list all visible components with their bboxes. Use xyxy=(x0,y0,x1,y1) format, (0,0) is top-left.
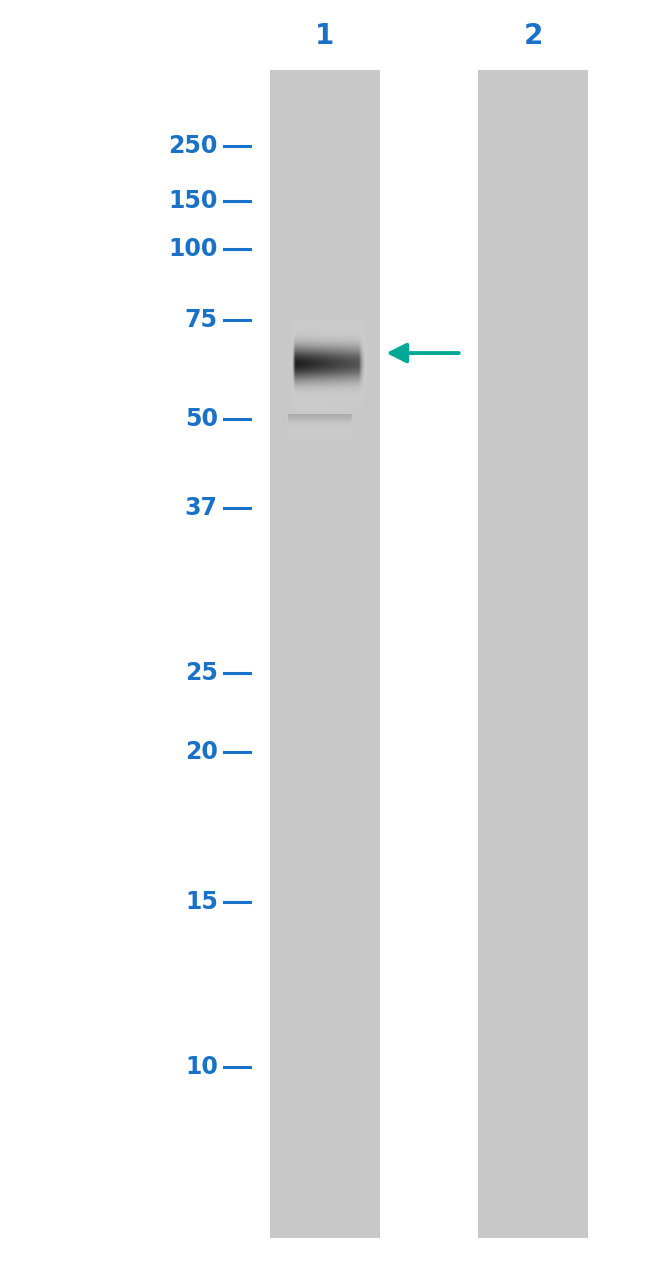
Text: 75: 75 xyxy=(185,309,218,331)
Text: 1: 1 xyxy=(315,22,335,50)
Text: 37: 37 xyxy=(185,497,218,519)
Text: 150: 150 xyxy=(168,189,218,212)
Text: 20: 20 xyxy=(185,740,218,763)
Text: 25: 25 xyxy=(185,662,218,685)
Text: 50: 50 xyxy=(185,408,218,431)
Text: 2: 2 xyxy=(523,22,543,50)
Text: 10: 10 xyxy=(185,1055,218,1078)
Bar xyxy=(478,70,588,1238)
Bar xyxy=(270,70,380,1238)
Text: 100: 100 xyxy=(168,237,218,260)
Text: 15: 15 xyxy=(185,890,218,913)
Text: 250: 250 xyxy=(168,135,218,157)
